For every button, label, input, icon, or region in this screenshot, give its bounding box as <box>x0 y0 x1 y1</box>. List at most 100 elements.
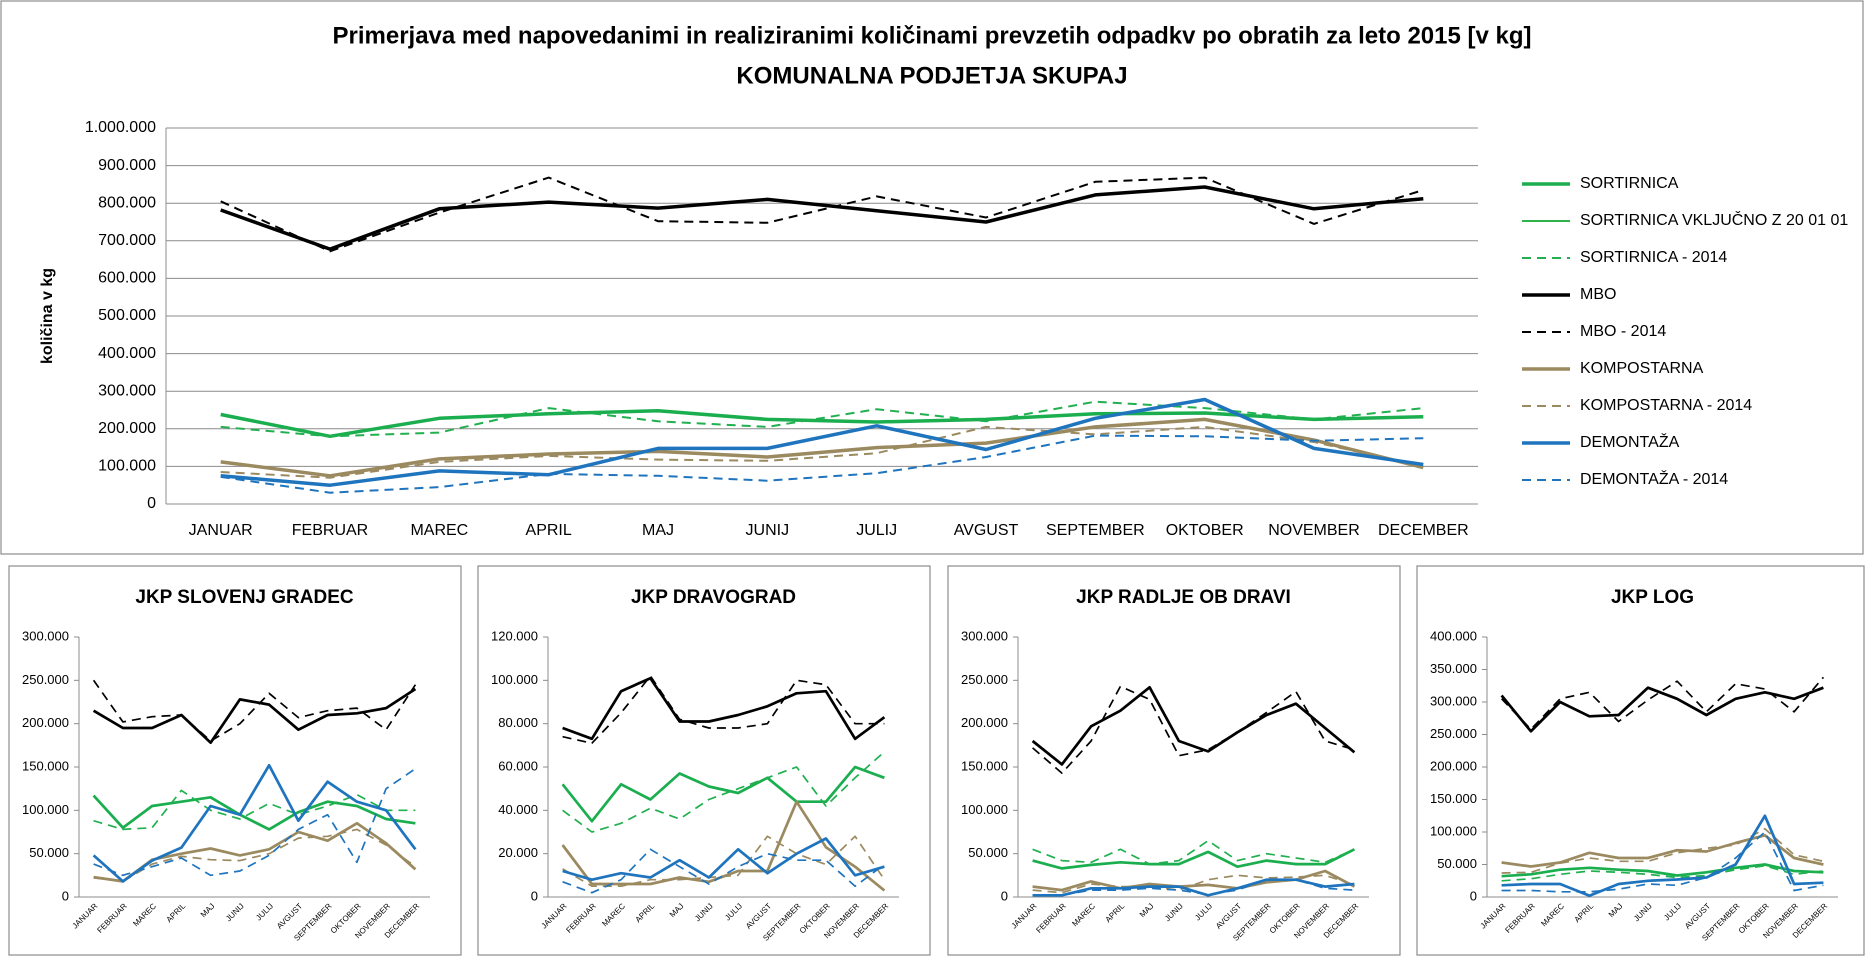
series-line <box>1032 839 1355 865</box>
y-tick-label: 200.000 <box>1430 758 1477 773</box>
y-tick-label: 200.000 <box>22 715 69 730</box>
series-line <box>1501 827 1824 874</box>
chart-title: JKP LOG <box>1611 587 1694 608</box>
series-line <box>93 828 416 883</box>
series-line <box>1031 685 1356 766</box>
series-line <box>220 397 1424 487</box>
y-tick-label: 0 <box>62 888 69 903</box>
series-line <box>562 675 885 745</box>
y-tick-label: 250.000 <box>22 672 69 687</box>
chart-title: JKP SLOVENJ GRADEC <box>135 587 353 608</box>
y-tick-label: 60.000 <box>498 758 538 773</box>
y-tick-label: 200.000 <box>98 420 156 437</box>
y-tick-label: 900.000 <box>98 157 156 174</box>
series-line <box>1501 833 1824 868</box>
series-line <box>562 837 885 882</box>
y-tick-label: 1.000.000 <box>85 119 156 136</box>
x-tick-label: NOVEMBER <box>1268 522 1360 539</box>
series-line <box>220 425 1424 479</box>
legend-label: DEMONTAŽA <box>1580 432 1680 451</box>
y-tick-label: 700.000 <box>98 232 156 249</box>
x-tick-label: MAJ <box>642 522 674 539</box>
series-line <box>220 409 1424 439</box>
series-line <box>1500 676 1825 731</box>
y-tick-label: 100.000 <box>22 802 69 817</box>
series-line <box>220 185 1424 251</box>
x-tick-label: SEPTEMBER <box>1046 522 1145 539</box>
legend-label: SORTIRNICA - 2014 <box>1580 249 1727 266</box>
x-tick-label: JUNIJ <box>746 522 790 539</box>
x-tick-label: MAREC <box>410 522 468 539</box>
x-tick-label: OKTOBER <box>1166 522 1244 539</box>
y-tick-label: 50.000 <box>29 845 69 860</box>
x-tick-label: AVGUST <box>954 522 1019 539</box>
legend-label: DEMONTAŽA - 2014 <box>1580 469 1728 488</box>
y-tick-label: 150.000 <box>22 758 69 773</box>
y-tick-label: 40.000 <box>498 802 538 817</box>
y-tick-label: 150.000 <box>1430 791 1477 806</box>
y-tick-label: 80.000 <box>498 715 538 730</box>
series-line <box>1501 863 1824 878</box>
y-tick-label: 400.000 <box>98 345 156 362</box>
series-line <box>1032 874 1355 894</box>
y-tick-label: 0 <box>147 495 156 512</box>
y-tick-label: 500.000 <box>98 307 156 324</box>
y-tick-label: 400.000 <box>1430 628 1477 643</box>
y-axis-label: količina v kg <box>39 268 56 364</box>
x-tick-label: JULIJ <box>856 522 897 539</box>
x-tick-label: DECEMBER <box>1378 522 1469 539</box>
y-tick-label: 100.000 <box>491 672 538 687</box>
chart-title: JKP DRAVOGRAD <box>631 587 796 608</box>
y-tick-label: 0 <box>1470 888 1477 903</box>
legend-label: KOMPOSTARNA <box>1580 360 1704 377</box>
series-line <box>561 765 885 823</box>
series-line <box>1501 831 1824 893</box>
series-line <box>92 679 417 742</box>
legend-label: MBO - 2014 <box>1580 323 1666 340</box>
series-line <box>1501 814 1824 898</box>
y-tick-label: 300.000 <box>22 628 69 643</box>
y-tick-label: 200.000 <box>961 715 1008 730</box>
series-line <box>220 417 1424 478</box>
x-tick-label: APRIL <box>526 522 572 539</box>
chart-title: JKP RADLJE OB DRAVI <box>1076 587 1291 608</box>
series-line <box>1032 869 1356 892</box>
series-line <box>92 763 417 883</box>
series-line <box>93 789 416 831</box>
y-tick-label: 300.000 <box>961 628 1008 643</box>
series-line <box>93 767 416 877</box>
chart-title: Primerjava med napovedanimi in realizira… <box>332 22 1531 49</box>
y-tick-label: 50.000 <box>968 845 1008 860</box>
y-tick-label: 100.000 <box>961 802 1008 817</box>
y-tick-label: 120.000 <box>491 628 538 643</box>
series-line <box>220 400 1424 438</box>
panel <box>8 565 462 956</box>
series-line <box>1032 878 1355 897</box>
main-panel <box>0 0 1864 555</box>
series-line <box>220 434 1424 494</box>
chart-subtitle: KOMUNALNA PODJETJA SKUPAJ <box>736 62 1127 89</box>
y-tick-label: 300.000 <box>1430 693 1477 708</box>
panel <box>477 565 931 956</box>
series-line <box>562 751 885 833</box>
x-tick-label: FEBRUAR <box>292 522 368 539</box>
y-tick-label: 600.000 <box>98 270 156 287</box>
y-tick-label: 100.000 <box>98 458 156 475</box>
y-tick-label: 800.000 <box>98 194 156 211</box>
series-line <box>1032 848 1356 870</box>
y-tick-label: 100.000 <box>1430 823 1477 838</box>
series-line <box>92 687 417 745</box>
y-tick-label: 350.000 <box>1430 661 1477 676</box>
series-line <box>562 835 886 888</box>
series-line <box>562 676 886 741</box>
y-tick-label: 20.000 <box>498 845 538 860</box>
y-tick-label: 50.000 <box>1437 856 1477 871</box>
legend-label: SORTIRNICA VKLJUČNO Z 20 01 01 <box>1580 210 1848 229</box>
series-line <box>92 794 416 831</box>
y-tick-label: 300.000 <box>98 382 156 399</box>
series-line <box>220 176 1424 253</box>
y-tick-label: 0 <box>1001 888 1008 903</box>
y-tick-label: 250.000 <box>1430 726 1477 741</box>
y-tick-label: 150.000 <box>961 758 1008 773</box>
